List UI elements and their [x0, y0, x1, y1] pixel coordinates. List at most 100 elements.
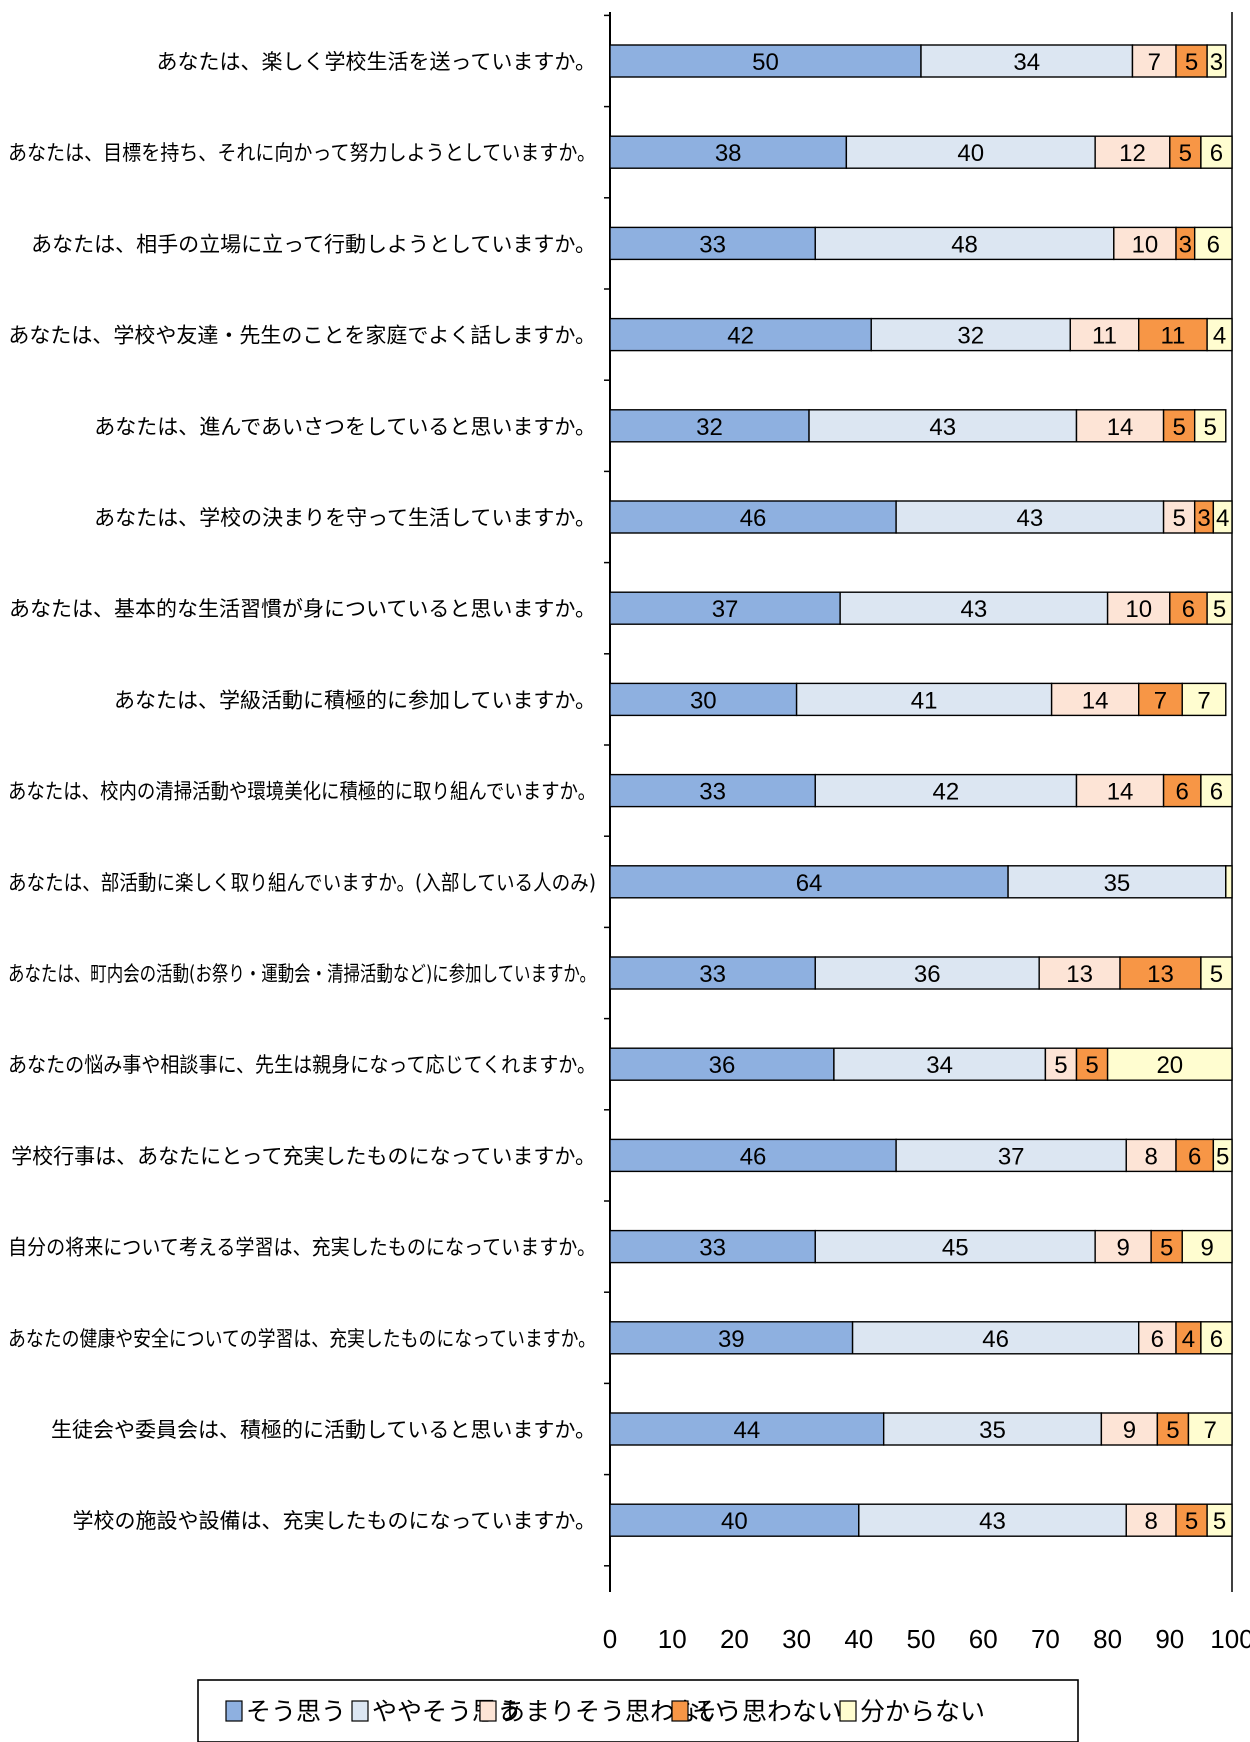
question-label: あなたの健康や安全についての学習は、充実したものになっていますか。: [8, 1327, 596, 1351]
x-tick-label: 100: [1210, 1624, 1250, 1654]
data-label: 34: [926, 1052, 953, 1079]
bar-segment: [609, 773, 816, 808]
data-label: 5: [1085, 1052, 1098, 1079]
data-label: 5: [1054, 1052, 1067, 1079]
data-label: 5: [1213, 1508, 1226, 1535]
data-label: 5: [1166, 1417, 1179, 1444]
data-label: 43: [929, 414, 956, 441]
bar-segment: [1200, 956, 1233, 990]
legend-entry: ややそう思う: [351, 1697, 522, 1726]
bar-segment: [1125, 1503, 1177, 1537]
data-label: 5: [1204, 414, 1217, 441]
question-label: あなたは、学級活動に積極的に参加していますか。: [114, 688, 596, 712]
data-label: 14: [1082, 687, 1109, 714]
bar-segment: [920, 44, 1134, 78]
legend-entry: そう思う: [225, 1697, 346, 1726]
bar-row: 64 35: [609, 865, 1233, 899]
data-label: 5: [1185, 1508, 1198, 1535]
data-label: 14: [1107, 414, 1134, 441]
question-label: あなたは、相手の立場に立って行動しようとしていますか。: [31, 232, 596, 256]
data-label: 8: [1144, 1143, 1157, 1170]
bar-segment: [1175, 1321, 1202, 1355]
bar-segment: [845, 135, 1096, 169]
x-tick-label: 0: [603, 1624, 617, 1654]
data-label: 8: [1144, 1508, 1157, 1535]
data-label: 33: [699, 779, 726, 806]
x-tick-label: 20: [720, 1624, 749, 1654]
bar-segment: [609, 317, 872, 352]
x-tick-label: 70: [1031, 1624, 1060, 1654]
x-axis-ticks: 0 10 20 30 40 50 60 70 80 90 100: [603, 1624, 1250, 1654]
bar-segment: [1156, 1412, 1190, 1446]
bar-segment: [814, 956, 1040, 990]
data-label: 6: [1151, 1326, 1164, 1353]
data-label: 33: [699, 231, 726, 258]
bar-segment: [1212, 500, 1233, 534]
data-label: 36: [709, 1052, 736, 1079]
data-label: 38: [715, 140, 742, 167]
data-label: 46: [740, 505, 767, 532]
bar-segment: [1131, 44, 1177, 78]
data-label: 20: [1156, 1052, 1183, 1079]
legend-swatch: [671, 1700, 689, 1722]
bar-segment: [1206, 1503, 1233, 1537]
legend-swatch: [479, 1700, 497, 1722]
data-label: 7: [1204, 1417, 1217, 1444]
bar-segment: [1075, 773, 1165, 808]
legend-box: [197, 1679, 1079, 1742]
data-label: 33: [699, 1235, 726, 1262]
question-label: あなたは、楽しく学校生活を送っていますか。: [156, 50, 596, 74]
data-label: 3: [1197, 505, 1210, 532]
data-label: 14: [1107, 779, 1134, 806]
bar-segment: [1113, 226, 1177, 261]
question-label: 自分の将来について考える学習は、充実したものになっていますか。: [8, 1236, 596, 1260]
bar-segment: [609, 226, 816, 261]
data-label: 35: [979, 1417, 1006, 1444]
legend-label: ややそう思う: [372, 1697, 522, 1726]
bar-segment: [1038, 956, 1121, 990]
question-label: あなたは、部活動に楽しく取り組んでいますか。(入部している人のみ): [8, 871, 596, 895]
data-label: 48: [951, 231, 978, 258]
data-label: 7: [1154, 687, 1167, 714]
bar-row: 36 34 5 5 20: [609, 1047, 1233, 1081]
bar-segment: [1181, 682, 1227, 717]
bar-segment: [609, 1229, 816, 1264]
legend-swatch: [839, 1700, 857, 1722]
bar-segment: [609, 44, 922, 78]
bar-segment: [1094, 1229, 1152, 1264]
data-label: 9: [1116, 1235, 1129, 1262]
question-label: あなたは、基本的な生活習慣が身についていると思いますか。: [9, 597, 596, 621]
bar-row: 30 41 14 7 7: [609, 682, 1227, 717]
bar-row: 44 35 9 5 7: [609, 1412, 1233, 1446]
bar-segment: [1200, 135, 1233, 169]
bar-segment: [1200, 1321, 1233, 1355]
data-label: 46: [982, 1326, 1009, 1353]
bar-segment: [882, 1412, 1103, 1446]
bar-segment: [1050, 682, 1140, 717]
data-label: 30: [690, 687, 717, 714]
bar-segment: [1206, 317, 1233, 352]
data-label: 12: [1119, 140, 1146, 167]
question-label: あなたは、町内会の活動(お祭り・運動会・清掃活動など)に参加していますか。: [8, 962, 596, 986]
question-labels: あなたは、楽しく学校生活を送っていますか。あなたは、目標を持ち、それに向かって努…: [8, 50, 596, 1533]
data-label: 50: [752, 49, 779, 76]
question-label: あなたは、学校の決まりを守って生活していますか。: [94, 506, 596, 530]
bar-row: 39 46 6 4 6: [609, 1321, 1233, 1355]
data-label: 10: [1125, 596, 1152, 623]
data-label: 4: [1213, 323, 1226, 350]
data-label: 6: [1188, 1143, 1201, 1170]
x-tick-label: 10: [658, 1624, 687, 1654]
bar-segment: [1094, 135, 1171, 169]
bar-row: 33 36 13 13 5: [609, 956, 1233, 990]
data-label: 5: [1213, 596, 1226, 623]
bar-segment: [814, 226, 1115, 261]
legend-label: そう思わない: [692, 1697, 842, 1726]
bar-segment: [609, 1503, 860, 1537]
data-label: 13: [1066, 961, 1093, 988]
bar-segment: [1200, 773, 1233, 808]
data-label: 6: [1210, 779, 1223, 806]
data-label: 42: [727, 323, 754, 350]
data-label: 37: [712, 596, 739, 623]
legend-swatch: [351, 1700, 369, 1722]
data-label: 43: [979, 1508, 1006, 1535]
